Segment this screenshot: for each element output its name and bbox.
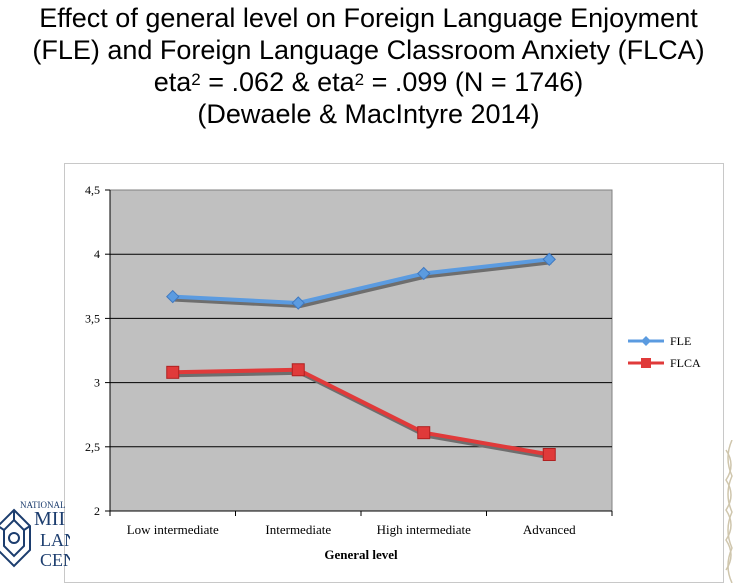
y-tick-label: 4 bbox=[94, 247, 100, 261]
series-shadow bbox=[174, 260, 552, 308]
data-point-fle bbox=[542, 252, 556, 267]
institution-logo: NATIONAL MII LAN CEN bbox=[0, 492, 70, 583]
logo-text-1: NATIONAL bbox=[20, 500, 66, 510]
title-line-3: eta2 = .062 & eta2 = .099 (N = 1746) bbox=[0, 66, 737, 98]
data-point-flca bbox=[166, 365, 180, 379]
title-superscript-2: 2 bbox=[354, 70, 365, 89]
data-point-fle bbox=[417, 266, 431, 281]
slide-title: Effect of general level on Foreign Langu… bbox=[0, 2, 737, 130]
line-chart: 2 2,5 3 3,5 4 4,5 Low intermediate Intermediate… bbox=[85, 183, 701, 562]
title-superscript-1: 2 bbox=[191, 70, 201, 89]
title-eta-2: = .062 & eta bbox=[200, 67, 355, 97]
x-tick-label: High intermediate bbox=[377, 522, 471, 537]
chart-area: 2 2,5 3 3,5 4 4,5 Low intermediate Intermediate… bbox=[64, 163, 724, 583]
series-line-flca bbox=[172, 367, 550, 457]
data-point-fle bbox=[166, 289, 180, 304]
legend-marker-fle bbox=[641, 336, 651, 346]
decorative-ornament-icon bbox=[724, 440, 737, 583]
title-eta-1: eta bbox=[153, 67, 192, 97]
legend-label-flca: FLCA bbox=[670, 356, 701, 370]
title-line-4: (Dewaele & MacIntyre 2014) bbox=[197, 99, 540, 129]
x-tick-label: Intermediate bbox=[265, 522, 331, 537]
legend-label-fle: FLE bbox=[670, 334, 691, 348]
x-tick-label: Advanced bbox=[523, 522, 576, 537]
logo-text-3: LAN bbox=[40, 530, 70, 550]
y-tick-label: 4,5 bbox=[85, 183, 100, 197]
x-tick-label: Low intermediate bbox=[127, 522, 219, 537]
title-stats: = .099 (N = 1746) bbox=[364, 67, 584, 97]
y-tick-label: 2,5 bbox=[85, 440, 100, 454]
logo-text-2: MII bbox=[34, 508, 66, 530]
data-point-flca bbox=[291, 363, 305, 377]
data-point-flca bbox=[417, 426, 431, 440]
ornament-icon bbox=[0, 508, 31, 568]
legend-marker-flca bbox=[641, 358, 651, 368]
data-point-fle bbox=[291, 296, 305, 310]
logo-text-4: CEN bbox=[40, 550, 70, 570]
x-axis-title: General level bbox=[324, 547, 398, 562]
series-line-fle bbox=[172, 257, 550, 305]
title-line-2: (FLE) and Foreign Language Classroom Anx… bbox=[32, 35, 705, 65]
y-tick-label: 3 bbox=[94, 376, 100, 390]
title-line-1: Effect of general level on Foreign Langu… bbox=[39, 3, 698, 33]
y-tick-label: 2 bbox=[94, 504, 100, 518]
data-point-flca bbox=[542, 448, 556, 462]
y-tick-label: 3,5 bbox=[85, 311, 100, 325]
plot-background bbox=[109, 189, 613, 512]
